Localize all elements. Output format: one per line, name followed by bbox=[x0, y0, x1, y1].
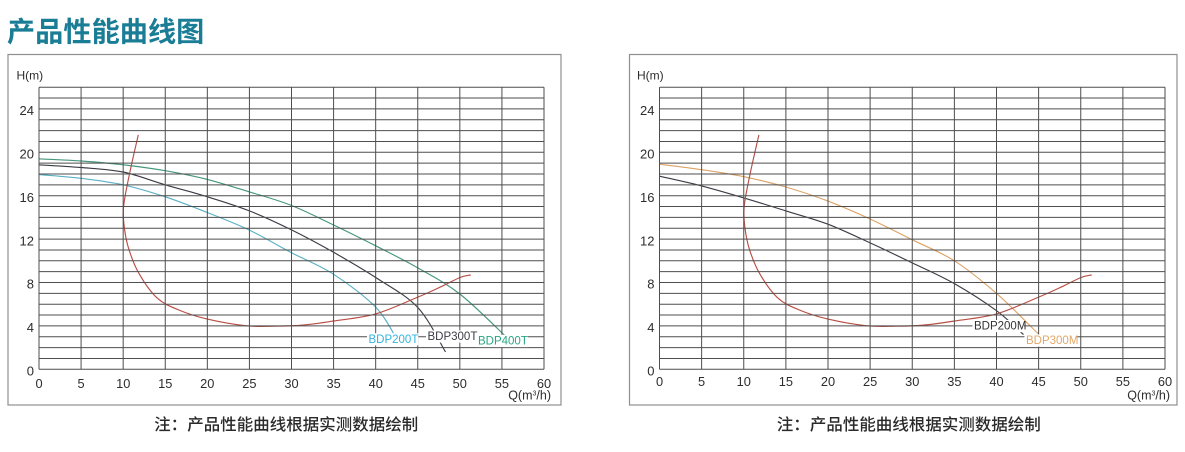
svg-text:0: 0 bbox=[35, 376, 42, 391]
svg-text:20: 20 bbox=[821, 374, 835, 389]
svg-text:35: 35 bbox=[947, 374, 961, 389]
svg-text:55: 55 bbox=[495, 376, 509, 391]
svg-text:16: 16 bbox=[20, 190, 34, 205]
svg-text:20: 20 bbox=[20, 147, 34, 162]
svg-text:8: 8 bbox=[27, 277, 34, 292]
svg-text:5: 5 bbox=[698, 374, 705, 389]
svg-text:24: 24 bbox=[20, 103, 34, 118]
svg-text:25: 25 bbox=[863, 374, 877, 389]
svg-text:20: 20 bbox=[640, 147, 654, 162]
svg-text:0: 0 bbox=[656, 374, 663, 389]
svg-text:15: 15 bbox=[158, 376, 172, 391]
svg-text:4: 4 bbox=[27, 320, 34, 335]
svg-text:12: 12 bbox=[20, 233, 34, 248]
svg-text:30: 30 bbox=[905, 374, 919, 389]
svg-text:0: 0 bbox=[647, 364, 654, 379]
svg-text:H(m): H(m) bbox=[17, 69, 44, 83]
svg-text:BDP400T: BDP400T bbox=[478, 336, 528, 348]
svg-text:16: 16 bbox=[640, 190, 654, 205]
svg-text:5: 5 bbox=[78, 376, 85, 391]
svg-text:4: 4 bbox=[647, 320, 654, 335]
svg-text:35: 35 bbox=[326, 376, 340, 391]
svg-text:40: 40 bbox=[989, 374, 1003, 389]
svg-text:20: 20 bbox=[200, 376, 214, 391]
svg-text:25: 25 bbox=[242, 376, 256, 391]
svg-text:BDP300M: BDP300M bbox=[1026, 335, 1078, 347]
svg-text:H(m): H(m) bbox=[637, 69, 664, 83]
svg-text:10: 10 bbox=[737, 374, 751, 389]
svg-text:Q(m3/h): Q(m3/h) bbox=[1127, 389, 1170, 403]
svg-text:BDP200M: BDP200M bbox=[974, 321, 1026, 333]
svg-text:BDP200T: BDP200T bbox=[369, 334, 419, 346]
svg-text:24: 24 bbox=[640, 103, 654, 118]
svg-text:30: 30 bbox=[284, 376, 298, 391]
svg-text:50: 50 bbox=[1074, 374, 1088, 389]
svg-text:60: 60 bbox=[537, 376, 551, 391]
svg-text:Q(m3/h): Q(m3/h) bbox=[508, 389, 551, 403]
svg-text:45: 45 bbox=[1031, 374, 1045, 389]
svg-text:10: 10 bbox=[116, 376, 130, 391]
svg-text:55: 55 bbox=[1116, 374, 1130, 389]
svg-text:0: 0 bbox=[27, 364, 34, 379]
svg-text:60: 60 bbox=[1158, 374, 1172, 389]
svg-text:BDP300T: BDP300T bbox=[428, 331, 478, 343]
svg-text:50: 50 bbox=[453, 376, 467, 391]
svg-text:45: 45 bbox=[411, 376, 425, 391]
svg-text:15: 15 bbox=[779, 374, 793, 389]
svg-text:40: 40 bbox=[369, 376, 383, 391]
svg-text:8: 8 bbox=[647, 277, 654, 292]
svg-text:12: 12 bbox=[640, 233, 654, 248]
